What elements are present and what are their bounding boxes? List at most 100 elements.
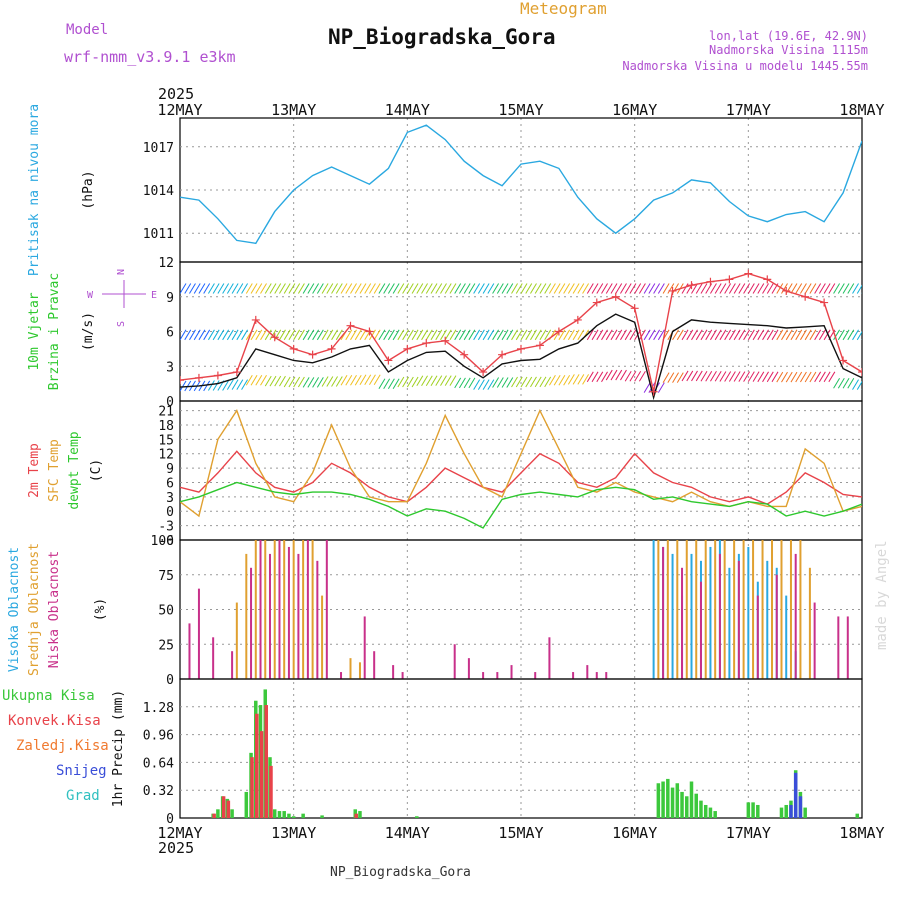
gust-point <box>554 327 563 336</box>
wind-barb <box>511 283 518 294</box>
wind-barb <box>781 283 788 294</box>
wind-barb <box>212 329 220 341</box>
wind-barb <box>378 329 386 341</box>
wind-barb <box>350 283 357 294</box>
wind-barb <box>842 283 850 294</box>
gust-point <box>839 356 848 365</box>
wind-barb <box>231 379 239 390</box>
wind-barb <box>601 329 608 341</box>
y-tick-label: 21 <box>158 405 174 420</box>
wind-barb <box>586 371 594 383</box>
wind-barb <box>648 329 656 341</box>
wind-barb <box>733 371 741 382</box>
gust-point <box>384 356 393 365</box>
y-axis-label: Niska Oblacnost <box>47 551 62 668</box>
wind-barb <box>387 378 395 390</box>
y-tick-label: 6 <box>166 326 174 341</box>
bar-Ukupna-Kisa <box>670 787 675 818</box>
page-title: NP_Biogradska_Gora <box>328 25 556 49</box>
bar-Niska-Oblacnost <box>595 672 598 679</box>
x-tick-top-12MAY: 12MAY <box>157 101 202 119</box>
wind-barb <box>369 374 376 386</box>
wind-barb <box>818 283 826 294</box>
y-axis-unit: (C) <box>89 459 104 482</box>
bar-Srednja-Oblacnost <box>321 595 324 679</box>
wind-barb <box>477 283 485 294</box>
wind-barb <box>383 283 391 294</box>
wind-barb <box>354 283 362 294</box>
wind-barb <box>260 329 267 341</box>
wind-barb <box>193 283 201 294</box>
wind-barb <box>364 283 372 294</box>
y-tick-label: 1011 <box>143 227 174 242</box>
wind-barb <box>766 329 774 341</box>
wind-barb <box>667 283 675 294</box>
wind-barb <box>487 283 495 294</box>
series-line-Wind speed <box>180 313 862 401</box>
bar-Srednja-Oblacnost <box>714 540 717 679</box>
wind-barb <box>752 283 760 294</box>
wind-barb <box>217 283 225 294</box>
wind-barb <box>468 283 476 294</box>
wind-barb <box>312 377 320 388</box>
bar-Ukupna-Kisa <box>689 781 694 818</box>
bar-Niska-Oblacnost <box>548 637 551 679</box>
wind-barb <box>833 377 841 389</box>
wind-barb <box>236 283 244 294</box>
wind-barb <box>605 369 613 381</box>
gust-point <box>782 286 791 295</box>
wind-barb <box>539 329 547 341</box>
bar-Niska-Oblacnost <box>586 665 589 679</box>
bar-Niska-Oblacnost <box>287 546 290 679</box>
wind-barb <box>302 283 310 294</box>
wind-barb <box>856 330 862 341</box>
wind-barb <box>572 283 580 294</box>
wind-barb <box>743 329 751 341</box>
y-tick-label: 6 <box>166 476 174 491</box>
bar-Ukupna-Kisa <box>244 791 249 818</box>
gust-point <box>460 350 469 359</box>
wind-barb <box>477 379 485 390</box>
bar-Ukupna-Kisa <box>746 802 751 818</box>
wind-barb <box>601 283 608 294</box>
elevation-label: Nadmorska Visina 1115m <box>709 43 868 57</box>
bar-Srednja-Oblacnost <box>292 540 295 679</box>
y-tick-label: 18 <box>158 419 174 434</box>
wind-barb <box>307 329 315 341</box>
y-axis-label: Srednja Oblacnost <box>27 543 42 676</box>
wind-barb <box>567 329 575 341</box>
bar-Ukupna-Kisa <box>230 809 234 818</box>
bar-Niska-Oblacnost <box>363 616 366 679</box>
wind-barb <box>421 329 428 341</box>
gust-point <box>649 387 658 396</box>
wind-barb <box>596 329 604 341</box>
wind-barb <box>596 371 604 383</box>
gust-point <box>725 275 734 284</box>
wind-barb <box>288 376 296 388</box>
bar-Niska-Oblacnost <box>756 595 759 679</box>
gust-point <box>820 298 829 307</box>
wind-barb <box>861 338 862 340</box>
wind-barb <box>672 372 679 383</box>
wind-barb <box>444 329 452 341</box>
wind-barb <box>719 283 727 294</box>
wind-barb <box>795 371 803 383</box>
wind-barb <box>728 329 736 341</box>
wind-barb <box>657 382 665 393</box>
y-tick-label: 100 <box>151 534 174 549</box>
gust-point <box>535 341 544 350</box>
panel-pressure: 1011 1014 1017 Pritisak na nivou mora (hPa) <box>27 104 863 276</box>
bar-Ukupna-Kisa <box>656 783 661 818</box>
wind-barb <box>492 283 500 294</box>
x-tick-top-15MAY: 15MAY <box>498 101 543 119</box>
wind-barb <box>515 376 523 388</box>
plot-area <box>180 124 862 245</box>
gust-point <box>346 321 355 330</box>
wind-barb <box>747 283 755 294</box>
wind-barb <box>582 283 589 294</box>
wind-barb <box>226 329 234 341</box>
wind-barb <box>620 329 627 341</box>
wind-barb <box>643 329 651 341</box>
bar-Srednja-Oblacnost <box>742 540 745 679</box>
bar-Konvek.Kisa <box>264 705 268 818</box>
